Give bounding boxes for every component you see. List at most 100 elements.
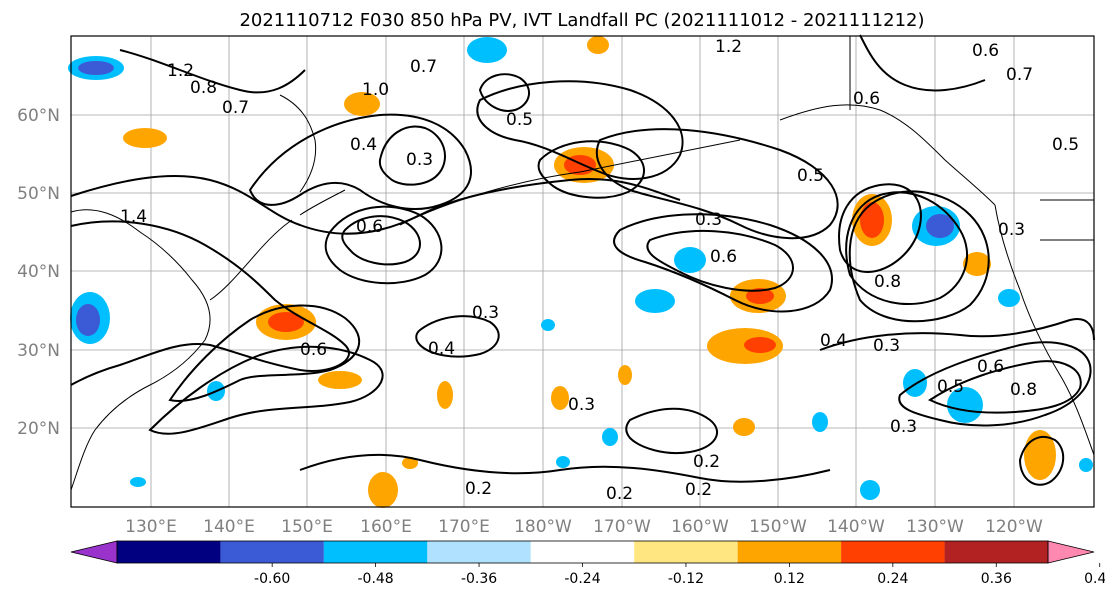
- positive-anomaly-core: [860, 202, 884, 238]
- lat-label: 20°N: [17, 419, 60, 439]
- pv-contour: [324, 205, 443, 285]
- contour-label: 0.7: [222, 98, 249, 118]
- colorbar: -0.60 -0.48 -0.36 -0.24 -0.12 0.12 0.24 0.36 0.4…: [70, 540, 1105, 587]
- positive-anomaly-blob: [344, 92, 380, 116]
- contour-label: 0.8: [190, 78, 217, 98]
- lat-label: 50°N: [17, 184, 60, 204]
- contour-label: 0.4: [428, 339, 455, 359]
- negative-anomaly-blob: [860, 480, 880, 500]
- positive-anomaly-blob: [123, 128, 167, 148]
- pv-contour: [838, 183, 922, 273]
- longitude-labels: 130°E 140°E 150°E 160°E 170°E 180°W 170°…: [125, 517, 1043, 537]
- colorbar-segment: [737, 541, 842, 563]
- negative-anomaly-core: [76, 304, 100, 336]
- pv-contour: [859, 34, 986, 92]
- negative-anomaly-blob: [541, 319, 555, 331]
- pv-contour: [378, 125, 446, 186]
- pv-contour: [70, 175, 681, 235]
- lon-label: 130°E: [125, 517, 177, 537]
- lon-label: 180°W: [514, 517, 572, 537]
- pv-contour: [70, 220, 350, 386]
- contour-label: 0.8: [1010, 380, 1037, 400]
- lon-label: 170°E: [438, 517, 490, 537]
- positive-anomaly-blob: [733, 418, 755, 436]
- lon-label: 140°W: [827, 517, 885, 537]
- contour-label: 0.3: [472, 303, 499, 323]
- colorbar-segment: [323, 541, 428, 563]
- lon-label: 120°W: [985, 517, 1043, 537]
- pv-contour: [168, 304, 361, 402]
- negative-anomaly-blob: [635, 289, 675, 313]
- lon-label: 150°E: [281, 517, 333, 537]
- pv-contour: [537, 140, 645, 199]
- map-border: [70, 35, 1095, 508]
- negative-anomaly-blob: [903, 369, 927, 397]
- contour-label: 0.3: [890, 417, 917, 437]
- positive-anomaly-core: [746, 288, 774, 304]
- colorbar-extend-min: [70, 540, 118, 564]
- negative-anomaly-blob: [812, 412, 828, 432]
- pv-contour: [819, 318, 1095, 351]
- contour-label: 0.8: [874, 272, 901, 292]
- colorbar-tick-label: 0.12: [774, 571, 805, 587]
- contour-label: 0.6: [300, 340, 327, 360]
- positive-anomaly-blob: [1024, 430, 1056, 480]
- positive-anomaly-blob: [963, 252, 991, 276]
- pv-contour: [927, 360, 1082, 414]
- contour-label: 0.5: [797, 166, 824, 186]
- colorbar-segment: [220, 541, 324, 563]
- map-panel: 1.2 0.8 0.7 1.0 0.5 0.3 0.4 0.6 0.3 0.6 …: [68, 34, 1095, 508]
- lon-label: 140°E: [203, 517, 255, 537]
- negative-anomaly-blob: [130, 477, 146, 487]
- contour-label: 0.5: [1052, 135, 1079, 155]
- pv-contour: [646, 229, 794, 292]
- colorbar-segment: [117, 541, 221, 563]
- north-america-coastline: [994, 204, 1095, 456]
- positive-anomaly-blob: [402, 457, 418, 469]
- contour-label: 1.4: [120, 207, 147, 227]
- pv-contour: [595, 128, 839, 240]
- contour-label: 0.5: [937, 377, 964, 397]
- colorbar-tick-label: -0.60: [254, 571, 290, 587]
- pv-contour: [148, 345, 384, 435]
- japan-coastline: [209, 219, 293, 301]
- contour-label: 0.6: [710, 247, 737, 267]
- contour-label: 0.6: [356, 217, 383, 237]
- colorbar-tick-label: -0.48: [357, 571, 393, 587]
- negative-anomaly-core: [78, 61, 114, 75]
- contour-label: 0.6: [977, 357, 1004, 377]
- contour-label: 1.0: [362, 80, 389, 100]
- contour-label: 0.3: [998, 220, 1025, 240]
- negative-anomaly-blob: [602, 428, 618, 446]
- contour-label: 0.7: [1006, 65, 1033, 85]
- contour-label: 0.4: [820, 331, 847, 351]
- positive-anomaly-blob: [551, 386, 569, 410]
- pv-contour: [476, 80, 684, 180]
- lon-label: 160°E: [360, 517, 412, 537]
- lon-label: 170°W: [593, 517, 651, 537]
- lat-label: 60°N: [17, 106, 60, 126]
- colorbar-extend-max: [1047, 540, 1095, 564]
- pv-contours: [70, 34, 1095, 486]
- positive-anomaly-blob: [318, 371, 362, 389]
- contour-label: 0.4: [350, 135, 377, 155]
- colorbar-tick-label: -0.36: [461, 571, 497, 587]
- lon-label: 130°W: [906, 517, 964, 537]
- colorbar-tick-label: 0.48: [1084, 571, 1105, 587]
- contour-label: 0.2: [465, 479, 492, 499]
- negative-anomaly-blob: [467, 37, 507, 63]
- alaska-coastline: [779, 104, 996, 206]
- map-background: [71, 36, 1094, 507]
- colorbar-segment: [841, 541, 945, 563]
- positive-anomaly-blob: [368, 472, 398, 508]
- lon-label: 160°W: [671, 517, 729, 537]
- latitude-labels: 60°N 50°N 40°N 30°N 20°N: [17, 106, 60, 439]
- colorbar-segment: [530, 541, 635, 563]
- pv-contour: [1018, 435, 1065, 486]
- pv-contour: [898, 341, 1092, 427]
- positive-anomaly-blob: [587, 36, 609, 54]
- pv-contour: [415, 315, 500, 358]
- negative-anomaly-blob: [556, 456, 570, 468]
- contour-label: 1.2: [167, 61, 194, 81]
